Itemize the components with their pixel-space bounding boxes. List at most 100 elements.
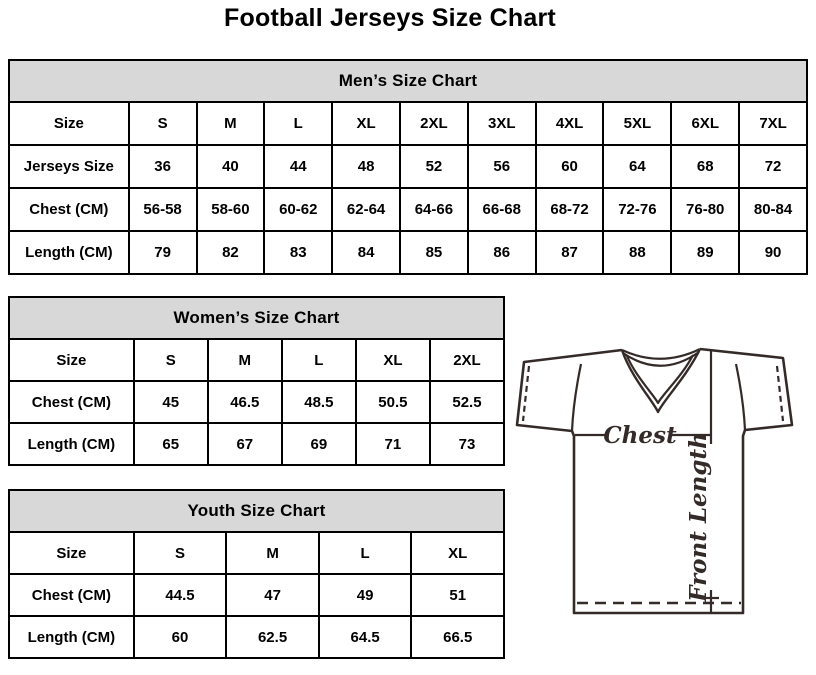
women-value-cell: 45 [132, 380, 209, 424]
youth-corner-label: Size [8, 531, 135, 575]
men-value-cell: 87 [534, 230, 605, 275]
men-value-cell: 83 [263, 230, 334, 275]
jersey-vneck-inner [625, 354, 694, 405]
youth-row-label: Length (CM) [8, 615, 135, 659]
men-value-cell: 44 [263, 144, 334, 189]
womens-size-chart-table: Women’s Size Chart Size S M L XL 2XL Chest (CM)… [8, 296, 506, 466]
men-value-cell: 60-62 [263, 187, 334, 232]
jersey-vneck-outer [620, 348, 702, 414]
jersey-collar-back-arc-outer [621, 348, 701, 360]
women-value-cell: 71 [354, 422, 431, 466]
youth-value-cell: 60 [132, 615, 228, 659]
women-row-label: Chest (CM) [8, 380, 135, 424]
men-value-cell: 40 [195, 144, 266, 189]
men-size-column-header: 4XL [534, 101, 605, 146]
men-size-column-header: XL [331, 101, 401, 146]
men-value-cell: 86 [466, 230, 537, 275]
men-size-column-header: 2XL [399, 101, 469, 146]
men-table-row: Chest (CM) 56-58 58-60 60-62 62-64 64-66 66-68… [8, 187, 808, 232]
men-size-column-header: 5XL [602, 101, 673, 146]
men-value-cell: 72-76 [602, 187, 673, 232]
men-size-column-header: 6XL [670, 101, 741, 146]
men-value-cell: 68-72 [534, 187, 605, 232]
women-value-cell: 65 [132, 422, 209, 466]
page-title: Football Jerseys Size Chart [224, 4, 556, 32]
men-value-cell: 48 [331, 144, 401, 189]
men-size-table: Men’s Size Chart Size S M L XL 2XL 3XL 4XL 5XL 6XL… [8, 59, 808, 275]
women-value-cell: 69 [280, 422, 357, 466]
youth-value-cell: 64.5 [317, 615, 413, 659]
men-size-column-header: 7XL [738, 101, 808, 146]
youth-table-row: Length (CM) 60 62.5 64.5 66.5 [8, 615, 505, 659]
women-table-row: Length (CM) 65 67 69 71 73 [8, 422, 506, 466]
youth-table-title: Youth Size Chart [8, 489, 505, 533]
men-value-cell: 64 [602, 144, 673, 189]
men-value-cell: 56-58 [127, 187, 198, 232]
youth-value-cell: 49 [317, 573, 413, 617]
youth-value-cell: 51 [410, 573, 505, 617]
jersey-right-seam [734, 363, 747, 431]
men-value-cell: 72 [738, 144, 808, 189]
women-size-column-header: XL [354, 338, 431, 382]
men-table-row: Length (CM) 79 82 83 84 85 86 87 88 89 90 [8, 230, 808, 275]
men-value-cell: 88 [602, 230, 673, 275]
men-value-cell: 82 [195, 230, 266, 275]
men-value-cell: 36 [127, 144, 198, 189]
youth-size-column-header: S [132, 531, 228, 575]
jersey-right-sleeve-dashed-line [775, 365, 785, 422]
men-size-column-header: S [127, 101, 198, 146]
jersey-left-seam [570, 363, 583, 432]
men-value-cell: 89 [670, 230, 741, 275]
women-table-row: Chest (CM) 45 46.5 48.5 50.5 52.5 [8, 380, 506, 424]
women-size-column-header: M [206, 338, 283, 382]
women-size-column-header: L [280, 338, 357, 382]
men-value-cell: 62-64 [331, 187, 401, 232]
men-value-cell: 90 [738, 230, 808, 275]
youth-size-table: Youth Size Chart Size S M L XL Chest (CM) 44.5 4… [8, 489, 505, 659]
men-row-label: Chest (CM) [8, 187, 130, 232]
women-size-table: Women’s Size Chart Size S M L XL 2XL Chest (CM)… [8, 296, 506, 466]
women-table-title: Women’s Size Chart [8, 296, 505, 340]
men-corner-label: Size [8, 101, 130, 146]
men-value-cell: 66-68 [466, 187, 537, 232]
jersey-outline [515, 347, 794, 615]
men-row-label: Length (CM) [8, 230, 130, 275]
youth-size-column-header: L [317, 531, 413, 575]
women-corner-label: Size [8, 338, 135, 382]
men-value-cell: 76-80 [670, 187, 741, 232]
men-size-column-header: M [195, 101, 266, 146]
chest-label: Chest [603, 422, 677, 449]
youth-size-column-header: M [225, 531, 320, 575]
men-value-cell: 58-60 [195, 187, 266, 232]
women-size-column-header: 2XL [428, 338, 506, 382]
men-value-cell: 60 [534, 144, 605, 189]
youth-size-column-header: XL [410, 531, 505, 575]
men-table-title: Men’s Size Chart [8, 59, 808, 103]
youth-value-cell: 62.5 [225, 615, 320, 659]
men-table-row: Jerseys Size 36 40 44 48 52 56 60 64 68 72 [8, 144, 808, 189]
men-value-cell: 56 [466, 144, 537, 189]
men-row-label: Jerseys Size [8, 144, 130, 189]
jersey-measurement-diagram: Chest Front Length [515, 347, 794, 615]
youth-row-label: Chest (CM) [8, 573, 135, 617]
women-size-column-header: S [132, 338, 209, 382]
youth-size-chart-table: Youth Size Chart Size S M L XL Chest (CM) 44.5 4… [8, 489, 505, 659]
women-value-cell: 50.5 [354, 380, 431, 424]
women-value-cell: 46.5 [206, 380, 283, 424]
women-value-cell: 73 [428, 422, 506, 466]
youth-value-cell: 47 [225, 573, 320, 617]
men-value-cell: 68 [670, 144, 741, 189]
men-size-column-header: L [263, 101, 334, 146]
women-value-cell: 52.5 [428, 380, 506, 424]
front-length-label: Front Length [685, 432, 712, 603]
men-value-cell: 85 [399, 230, 469, 275]
men-value-cell: 64-66 [399, 187, 469, 232]
men-value-cell: 84 [331, 230, 401, 275]
men-value-cell: 80-84 [738, 187, 808, 232]
youth-value-cell: 44.5 [132, 573, 228, 617]
youth-table-row: Chest (CM) 44.5 47 49 51 [8, 573, 505, 617]
women-row-label: Length (CM) [8, 422, 135, 466]
women-value-cell: 67 [206, 422, 283, 466]
men-size-column-header: 3XL [466, 101, 537, 146]
youth-value-cell: 66.5 [410, 615, 505, 659]
